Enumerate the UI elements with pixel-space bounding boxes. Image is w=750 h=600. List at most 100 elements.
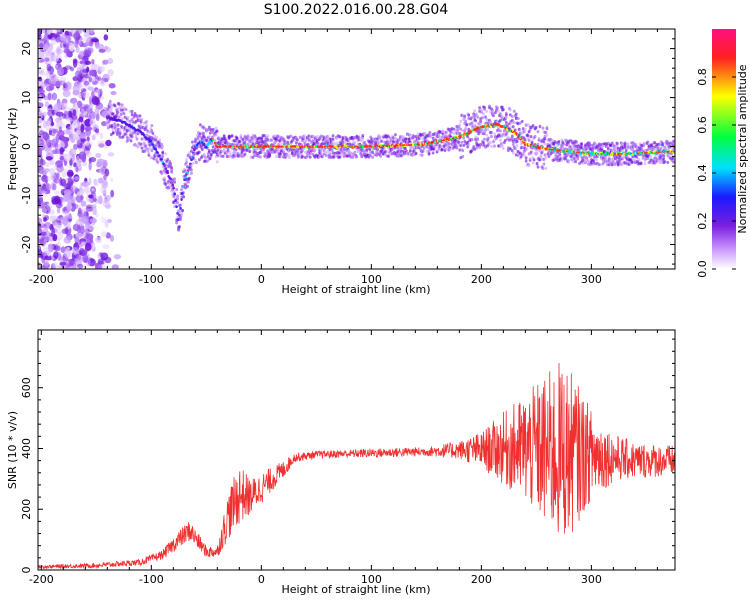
spectrogram-noise-cell — [50, 37, 57, 46]
spectrogram-halo-cell — [283, 139, 286, 143]
spectrogram-noise-cell — [45, 183, 52, 190]
spectrogram-halo-cell — [508, 113, 512, 117]
spectrogram-noise-cell — [44, 161, 50, 168]
spectrogram-halo-cell — [432, 147, 436, 151]
spectrogram-halo-cell — [357, 135, 361, 139]
spectrogram-halo-cell — [394, 133, 397, 137]
spectrogram-noise-cell — [39, 237, 47, 247]
snr-y-axis-label: SNR (10 * v/v) — [6, 411, 19, 489]
spectrogram-halo-cell — [541, 166, 545, 170]
spectrogram-halo-cell — [264, 152, 268, 156]
spectrogram-halo-cell — [213, 147, 217, 151]
spectrogram-halo-cell — [369, 154, 373, 158]
spectrogram-halo-cell — [208, 131, 212, 135]
spectrogram-halo-cell — [164, 152, 168, 156]
spectrogram-halo-cell — [215, 129, 219, 133]
spectrogram-halo-cell — [205, 146, 209, 150]
spectrogram-halo-cell — [147, 151, 151, 155]
spectrogram-halo-cell — [160, 171, 164, 176]
colorbar: 0.00.20.40.60.8 Normalized spectral ampl… — [696, 29, 749, 278]
spectrogram-noise-cell — [46, 29, 52, 35]
spectrogram-halo-cell — [110, 125, 114, 129]
spectrogram-ridge-cell — [160, 157, 164, 161]
spectrogram-noise-cell — [59, 33, 67, 42]
spectrogram-halo-cell — [562, 142, 566, 146]
spectrogram-halo-cell — [480, 108, 483, 112]
spectrogram-halo-cell — [511, 151, 515, 155]
spectrogram-halo-cell — [275, 138, 279, 142]
spectrogram-ridge-cell — [186, 171, 189, 174]
spectrogram-halo-cell — [561, 145, 565, 149]
spectrogram-halo-cell — [611, 160, 615, 164]
spectrogram-halo-cell — [262, 147, 266, 151]
spectrogram-halo-cell — [646, 140, 650, 144]
spectrogram-halo-cell — [570, 147, 574, 152]
spectrogram-noise-cell — [47, 251, 51, 257]
spectrogram-noise-cell — [75, 129, 81, 136]
colorbar-tick-label: 0.6 — [696, 116, 709, 134]
spectrogram-noise-cell — [75, 39, 80, 45]
spectrogram-noise-cell — [81, 107, 85, 115]
spectrogram-halo-cell — [300, 155, 304, 159]
spectrogram-halo-cell — [297, 155, 300, 159]
spectrogram-noise-cell — [59, 42, 63, 49]
spectrogram-halo-cell — [407, 137, 411, 141]
spectrogram-noise-cell — [60, 76, 67, 82]
spectrogram-halo-cell — [308, 155, 312, 159]
spectrogram-noise-cell — [44, 260, 49, 267]
spectrogram-halo-cell — [115, 108, 119, 112]
spectrogram-noise-cell — [103, 174, 107, 181]
spectrogram-halo-cell — [130, 109, 134, 114]
spectrogram-halo-cell — [275, 154, 279, 159]
spectrogram-frame — [37, 28, 676, 270]
spectrogram-halo-cell — [355, 155, 359, 159]
spectrogram-halo-cell — [175, 221, 179, 225]
spectrogram-noise-cell — [64, 65, 73, 70]
spectrogram-noise-cell — [76, 159, 82, 167]
spectrogram-halo-cell — [493, 144, 496, 149]
spectrogram-noise-cell — [86, 136, 90, 142]
spectrogram-halo-cell — [126, 115, 130, 120]
spectrogram-halo-cell — [508, 108, 512, 112]
spectrogram-noise-cell — [38, 165, 45, 175]
spectrogram-noise-cell — [95, 113, 100, 122]
spectrogram-noise-cell — [59, 261, 67, 266]
spectrogram-halo-cell — [534, 125, 538, 130]
spectrogram-noise-cell — [44, 42, 51, 49]
spectrogram-halo-cell — [493, 132, 496, 136]
spectrogram-halo-cell — [524, 156, 528, 160]
spectrogram-noise-cell — [38, 158, 46, 166]
spectrogram-halo-cell — [216, 154, 220, 158]
snr-series-line — [38, 363, 675, 570]
spectrogram-halo-cell — [447, 143, 451, 147]
spectrogram-noise-cell — [73, 119, 77, 126]
spectrogram-noise-cell — [81, 92, 86, 101]
y-tick-label: 0 — [20, 567, 33, 574]
spectrogram-halo-cell — [219, 154, 223, 158]
spectrogram-halo-cell — [158, 144, 162, 148]
spectrogram-x-axis-label: Height of straight line (km) — [281, 283, 430, 296]
spectrogram-noise-cell — [68, 42, 75, 52]
spectrogram-halo-cell — [198, 123, 202, 127]
spectrogram-noise-cell — [56, 102, 64, 108]
spectrogram-noise-cell — [38, 199, 41, 207]
spectrogram-halo-cell — [414, 151, 418, 156]
colorbar-label: Normalized spectral amplitude — [736, 64, 749, 233]
spectrogram-halo-cell — [535, 148, 539, 152]
spectrogram-noise-cell — [73, 143, 78, 151]
spectrogram-halo-cell — [480, 110, 483, 114]
spectrogram-noise-cell — [74, 176, 80, 181]
spectrogram-noise-cell — [78, 215, 84, 223]
spectrogram-noise-cell — [81, 153, 87, 163]
spectrogram-noise-cell — [91, 38, 99, 43]
spectrogram-halo-cell — [171, 180, 175, 184]
spectrogram-noise-cell — [75, 30, 80, 36]
spectrogram-halo-cell — [530, 141, 534, 146]
spectrogram-halo-cell — [151, 131, 155, 135]
spectrogram-halo-cell — [116, 110, 120, 114]
spectrogram-halo-cell — [458, 123, 462, 127]
spectrogram-halo-cell — [224, 138, 228, 143]
spectrogram-noise-cell — [55, 133, 60, 142]
spectrogram-halo-cell — [164, 163, 168, 167]
spectrogram-noise-cell — [38, 117, 43, 123]
